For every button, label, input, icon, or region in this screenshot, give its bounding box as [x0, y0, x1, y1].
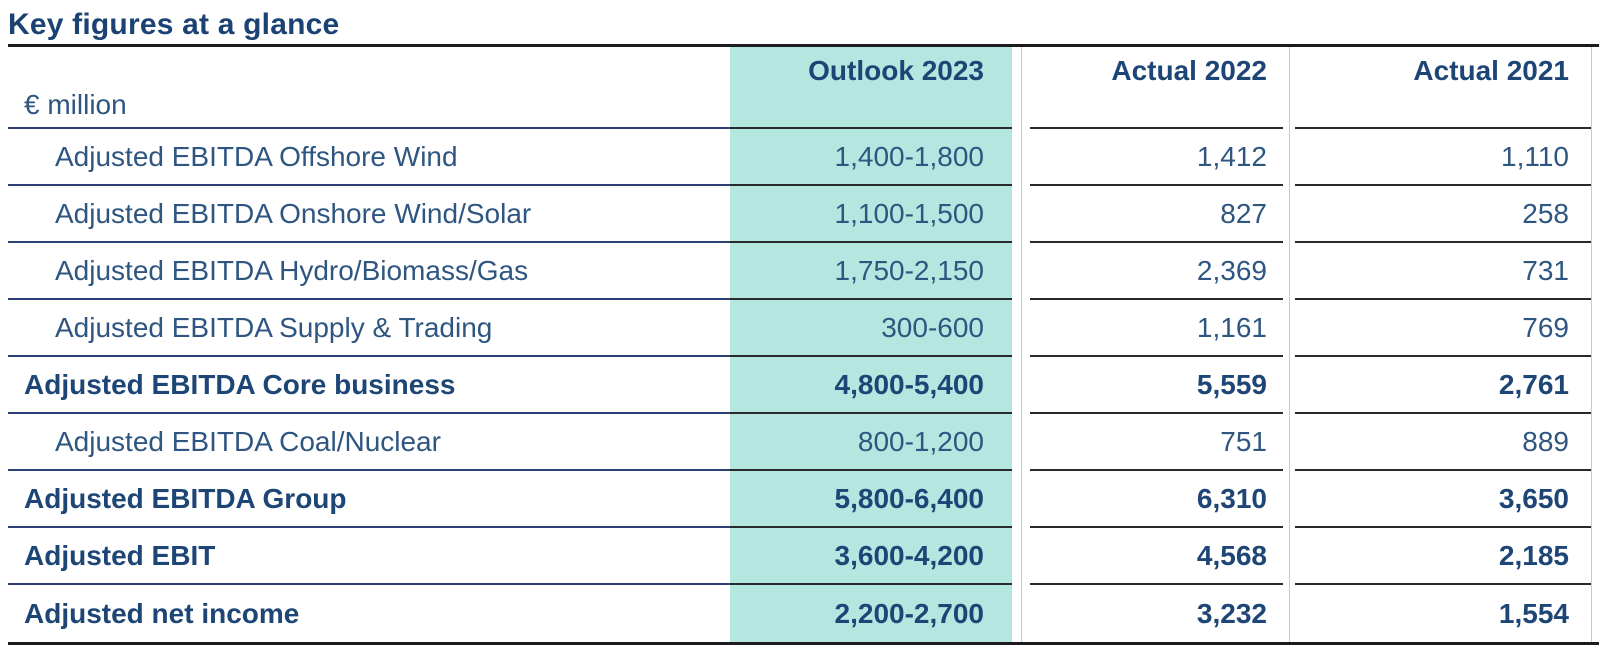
row-label: Adjusted EBITDA Offshore Wind: [8, 129, 730, 186]
table-right-edge: [1591, 243, 1599, 300]
table-right-edge: [1591, 585, 1599, 642]
column-divider: [1283, 357, 1295, 414]
value-actual-2022: 4,568: [1030, 528, 1283, 585]
value-actual-2022: 2,369: [1030, 243, 1283, 300]
column-divider: [1012, 47, 1030, 129]
column-divider: [1012, 528, 1030, 585]
column-header-actual-2022: Actual 2022: [1030, 47, 1283, 129]
row-label: Adjusted net income: [24, 597, 300, 629]
row-label: Adjusted EBITDA Hydro/Biomass/Gas: [8, 243, 730, 300]
column-header-label: Actual 2021: [1413, 55, 1569, 86]
column-divider: [1283, 243, 1295, 300]
column-divider: [1012, 471, 1030, 528]
column-divider: [1283, 414, 1295, 471]
row-label: Adjusted EBITDA Group: [8, 471, 730, 528]
table-right-edge: [1591, 186, 1599, 243]
value-actual-2021: 731: [1295, 243, 1591, 300]
unit-label: € million: [24, 89, 127, 120]
table-right-edge: [1591, 471, 1599, 528]
column-divider: [1012, 186, 1030, 243]
value-outlook-2023: 2,200-2,700: [730, 585, 1012, 642]
column-divider: [1012, 129, 1030, 186]
page-title: Key figures at a glance: [8, 8, 340, 41]
title-rule: [8, 44, 1599, 47]
column-header-actual-2021: Actual 2021: [1295, 47, 1591, 129]
key-figures-table: € million Outlook 2023 Actual 2022 Actua…: [8, 47, 1599, 642]
value-outlook-2023: 1,750-2,150: [730, 243, 1012, 300]
row-label: Adjusted EBITDA Coal/Nuclear: [8, 414, 730, 471]
column-divider: [1012, 300, 1030, 357]
table-right-edge: [1591, 300, 1599, 357]
column-header-label: Actual 2022: [1111, 55, 1267, 86]
column-divider: [1012, 585, 1030, 642]
value-actual-2022: 1,161: [1030, 300, 1283, 357]
value-actual-2022: 827: [1030, 186, 1283, 243]
bottom-rule: [8, 642, 1599, 645]
value-actual-2021: 1,110: [1295, 129, 1591, 186]
value-actual-2021: 2,185: [1295, 528, 1591, 585]
unit-label-cell: € million: [8, 47, 730, 129]
value-outlook-2023: 1,400-1,800: [730, 129, 1012, 186]
value-outlook-2023: 3,600-4,200: [730, 528, 1012, 585]
column-divider: [1012, 414, 1030, 471]
column-divider: [1283, 186, 1295, 243]
column-divider: [1283, 528, 1295, 585]
value-outlook-2023: 800-1,200: [730, 414, 1012, 471]
table-right-edge: [1591, 129, 1599, 186]
column-header-label: Outlook 2023: [808, 55, 984, 86]
column-header-outlook-2023: Outlook 2023: [730, 47, 1012, 129]
value-actual-2021: 3,650: [1295, 471, 1591, 528]
value-actual-2021: 2,761: [1295, 357, 1591, 414]
column-divider: [1283, 471, 1295, 528]
value-actual-2021: 889: [1295, 414, 1591, 471]
row-label: Adjusted EBIT: [8, 528, 730, 585]
column-divider: [1283, 300, 1295, 357]
value-actual-2022: 5,559: [1030, 357, 1283, 414]
value-actual-2022: 3,232: [1196, 597, 1267, 629]
value-outlook-2023: 4,800-5,400: [730, 357, 1012, 414]
column-divider: [1283, 47, 1295, 129]
column-divider: [1283, 129, 1295, 186]
table-right-edge: [1591, 357, 1599, 414]
column-divider: [1012, 357, 1030, 414]
value-actual-2021: 258: [1295, 186, 1591, 243]
value-outlook-2023: 300-600: [730, 300, 1012, 357]
value-actual-2022: 6,310: [1030, 471, 1283, 528]
value-actual-2021: 1,554: [1498, 597, 1569, 629]
row-label: Adjusted EBITDA Supply & Trading: [8, 300, 730, 357]
value-outlook-2023: 5,800-6,400: [730, 471, 1012, 528]
value-actual-2022: 751: [1030, 414, 1283, 471]
column-divider: [1012, 243, 1030, 300]
row-label: Adjusted EBITDA Core business: [8, 357, 730, 414]
table-right-edge: [1591, 414, 1599, 471]
row-label: Adjusted EBITDA Onshore Wind/Solar: [8, 186, 730, 243]
table-right-edge: [1591, 47, 1599, 129]
value-actual-2022: 1,412: [1030, 129, 1283, 186]
column-divider: [1283, 585, 1295, 642]
value-actual-2021: 769: [1295, 300, 1591, 357]
value-outlook-2023: 1,100-1,500: [730, 186, 1012, 243]
table-right-edge: [1591, 528, 1599, 585]
